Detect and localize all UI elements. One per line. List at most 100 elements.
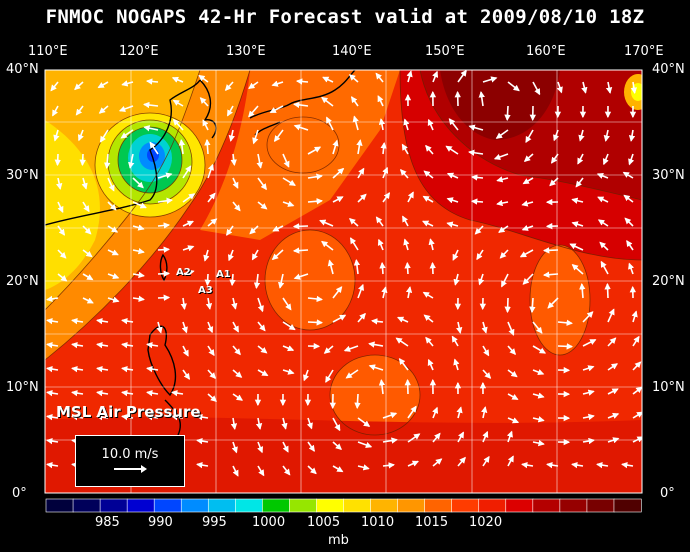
wind-arrow-icon — [196, 413, 209, 421]
wind-arrow-icon — [579, 283, 586, 299]
wind-arrow-icon — [107, 273, 120, 280]
wind-arrow-icon — [368, 364, 384, 371]
wind-arrow-icon — [582, 413, 595, 421]
lat-label-right: 30°N — [652, 168, 685, 183]
wind-arrow-icon — [180, 297, 187, 310]
wind-arrow-icon — [332, 314, 347, 323]
wind-arrow-icon — [422, 220, 434, 227]
wind-arrow-icon — [121, 341, 134, 349]
wind-arrow-icon — [293, 101, 309, 109]
colorbar-tick: 995 — [202, 515, 227, 530]
wind-arrow-icon — [532, 439, 545, 447]
wind-arrow-icon — [96, 389, 109, 397]
wind-arrow-icon — [623, 194, 634, 203]
wind-arrow-icon — [382, 412, 398, 419]
wind-arrow-icon — [375, 216, 384, 227]
wind-arrow-icon — [146, 341, 159, 349]
wind-arrow-icon — [282, 345, 295, 352]
wind-arrow-icon — [525, 129, 534, 144]
colorbar-swatch — [586, 498, 615, 513]
wind-arrow-icon — [96, 317, 109, 325]
wind-arrow-icon — [77, 129, 84, 142]
wind-arrow-icon — [307, 173, 323, 180]
wind-arrow-icon — [632, 386, 642, 395]
wind-arrow-icon — [542, 247, 559, 254]
wind-arrow-icon — [282, 321, 296, 331]
wind-arrow-icon — [571, 221, 584, 228]
wind-arrow-icon — [325, 116, 334, 131]
wind-arrow-icon — [232, 465, 239, 477]
wind-arrow-icon — [628, 262, 635, 275]
colorbar-swatch — [505, 498, 534, 513]
wind-arrow-icon — [507, 321, 515, 336]
colorbar-swatch — [180, 498, 209, 513]
wind-arrow-icon — [202, 119, 209, 131]
wind-arrow-icon — [507, 369, 518, 378]
wind-arrow-icon — [357, 193, 367, 203]
wind-arrow-icon — [178, 139, 186, 155]
wind-arrow-icon — [403, 118, 410, 131]
colorbar-tick: 1020 — [469, 515, 503, 530]
colorbar-swatch — [613, 498, 642, 513]
wind-arrow-icon — [172, 118, 184, 131]
wind-arrow-icon — [532, 345, 547, 354]
wind-arrow-icon — [307, 146, 322, 155]
lat-label-left: 0° — [12, 486, 27, 501]
colorbar-swatch — [153, 498, 182, 513]
wind-arrow-icon — [157, 246, 171, 253]
station-label-a2: A2 — [176, 267, 191, 278]
wind-arrow-icon — [271, 249, 284, 261]
wind-arrow-icon — [182, 345, 189, 357]
wind-arrow-icon — [282, 297, 292, 311]
wind-arrow-icon — [345, 369, 359, 379]
wind-arrow-icon — [307, 198, 323, 205]
wind-arrow-icon — [149, 141, 159, 155]
wind-arrow-icon — [352, 115, 359, 131]
wind-arrow-icon — [50, 81, 59, 92]
wind-arrow-icon — [522, 177, 534, 185]
wind-arrow-icon — [204, 138, 211, 155]
wind-arrow-icon — [569, 243, 584, 251]
colorbar-swatch — [72, 498, 101, 513]
wind-arrow-icon — [349, 217, 359, 227]
wind-arrow-icon — [478, 91, 485, 107]
wind-arrow-icon — [46, 413, 59, 421]
wind-arrow-icon — [607, 337, 617, 347]
wind-arrow-icon — [82, 249, 93, 258]
wind-arrow-icon — [171, 389, 184, 397]
wind-arrow-icon — [157, 197, 173, 204]
wind-arrow-icon — [457, 431, 465, 443]
wind-arrow-icon — [377, 95, 384, 107]
wind-arrow-icon — [446, 221, 459, 228]
wind-arrow-icon — [557, 343, 574, 350]
wind-arrow-icon — [468, 124, 484, 131]
wind-arrow-icon — [427, 358, 434, 371]
wind-arrow-icon — [452, 249, 459, 261]
wind-arrow-icon — [357, 167, 365, 179]
wind-arrow-icon — [607, 308, 615, 323]
wind-arrow-icon — [121, 365, 134, 373]
colorbar-swatch — [343, 498, 372, 513]
wind-arrow-icon — [507, 81, 520, 92]
wind-arrow-icon — [143, 101, 159, 109]
wind-arrow-icon — [381, 286, 388, 299]
wind-arrow-icon — [107, 296, 120, 303]
wind-arrow-icon — [432, 432, 441, 443]
wind-arrow-icon — [451, 335, 459, 347]
wind-arrow-icon — [156, 321, 163, 334]
wind-arrow-icon — [229, 273, 236, 287]
color-scale-bar — [45, 498, 642, 513]
wind-arrow-icon — [199, 97, 209, 107]
wind-arrow-icon — [306, 417, 313, 430]
wind-arrow-icon — [230, 417, 238, 430]
wind-arrow-icon — [146, 365, 159, 373]
wind-arrow-icon — [446, 197, 459, 204]
wind-arrow-icon — [207, 393, 217, 403]
wind-arrow-icon — [399, 169, 409, 179]
wind-arrow-icon — [198, 74, 209, 83]
wind-arrow-icon — [632, 335, 640, 347]
wind-arrow-icon — [132, 177, 144, 189]
wind-arrow-icon — [375, 72, 384, 83]
wind-arrow-icon — [230, 153, 237, 166]
wind-arrow-icon — [182, 269, 195, 276]
